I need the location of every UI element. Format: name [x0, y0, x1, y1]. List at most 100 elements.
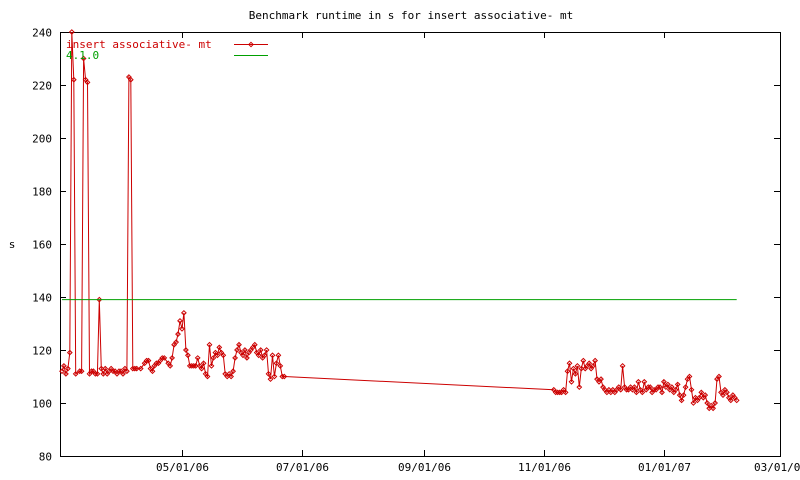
- data-point: [733, 397, 740, 404]
- data-point: [723, 389, 730, 396]
- data-point: [72, 370, 79, 377]
- data-point: [672, 386, 679, 393]
- data-point: [554, 389, 561, 396]
- data-point: [281, 373, 288, 380]
- x-tick-label: 03/01/07: [754, 461, 800, 474]
- data-point: [116, 368, 122, 375]
- data-point: [173, 339, 180, 346]
- axis-ticks: 80 100 120 140 160 180 200 220 240 05/01/06 07/01/…: [32, 27, 800, 475]
- data-point: [186, 362, 193, 369]
- legend-label: 4.1.0: [66, 49, 99, 62]
- data-point: [184, 352, 191, 359]
- data-point: [145, 357, 152, 364]
- data-point: [267, 376, 274, 383]
- data-point: [216, 344, 223, 351]
- x-tick-label: 07/01/06: [276, 461, 329, 474]
- data-point: [153, 360, 160, 367]
- data-point: [619, 362, 626, 369]
- data-point: [175, 331, 181, 338]
- data-point: [177, 317, 183, 324]
- data-point: [590, 362, 597, 369]
- data-point: [257, 347, 264, 353]
- legend: insert associative- mt4.1.0: [66, 38, 268, 62]
- data-point: [716, 373, 722, 380]
- data-point: [702, 392, 709, 399]
- data-point: [598, 376, 604, 383]
- y-tick-label: 120: [32, 345, 52, 358]
- data-point: [592, 357, 599, 364]
- data-point: [100, 370, 107, 377]
- data-point: [277, 362, 284, 369]
- data-point: [552, 389, 559, 396]
- data-point: [576, 384, 583, 391]
- data-point: [570, 365, 577, 372]
- data-point: [659, 389, 665, 396]
- data-point: [668, 384, 675, 391]
- data-point: [149, 368, 156, 375]
- data-point: [251, 341, 258, 348]
- data-point: [273, 360, 280, 367]
- y-tick-label: 160: [32, 239, 52, 252]
- data-point: [180, 309, 187, 316]
- x-tick-label: 05/01/06: [156, 461, 209, 474]
- data-point: [690, 400, 697, 406]
- data-point: [279, 373, 286, 380]
- data-point: [143, 357, 150, 364]
- data-point: [564, 368, 571, 375]
- data-point: [127, 76, 134, 83]
- data-point: [265, 370, 272, 377]
- data-point: [674, 381, 681, 388]
- data-point: [657, 384, 663, 391]
- data-point: [645, 384, 652, 391]
- data-point: [660, 378, 667, 385]
- data-point: [94, 370, 101, 377]
- data-point: [62, 370, 69, 377]
- series-line: [61, 31, 738, 410]
- data-point: [179, 325, 185, 332]
- data-point: [682, 384, 689, 391]
- data-point: [639, 389, 646, 396]
- data-point: [574, 362, 581, 369]
- data-point: [78, 368, 85, 375]
- data-point: [84, 79, 91, 86]
- data-point: [696, 394, 703, 401]
- data-point: [159, 355, 166, 361]
- data-point: [678, 397, 685, 404]
- y-tick-label: 80: [39, 451, 52, 464]
- data-point: [556, 389, 563, 396]
- data-point: [96, 296, 103, 303]
- data-point: [586, 360, 593, 367]
- data-point: [572, 370, 579, 377]
- data-point: [243, 355, 250, 361]
- data-point: [269, 352, 276, 359]
- data-point: [133, 365, 140, 372]
- data-point: [232, 355, 239, 361]
- data-point: [635, 378, 642, 385]
- data-point: [631, 384, 638, 391]
- data-point: [680, 392, 687, 399]
- data-point: [676, 392, 683, 399]
- data-point: [240, 352, 246, 359]
- data-point: [230, 368, 237, 375]
- data-point: [686, 373, 693, 380]
- data-point: [192, 362, 199, 369]
- data-point: [120, 370, 126, 377]
- data-point: [720, 392, 726, 399]
- data-point: [710, 405, 717, 412]
- data-point: [651, 386, 658, 393]
- data-point: [167, 362, 174, 369]
- x-tick-label: 11/01/06: [518, 461, 571, 474]
- y-axis-label: s: [9, 238, 16, 251]
- data-point: [92, 370, 99, 377]
- data-point: [110, 368, 117, 375]
- y-tick-label: 140: [32, 292, 52, 305]
- data-point: [80, 55, 87, 62]
- data-point: [263, 347, 270, 353]
- x-tick-label: 01/01/07: [638, 461, 691, 474]
- legend-marker: [248, 41, 254, 48]
- data-point: [228, 373, 235, 380]
- data-point: [98, 365, 105, 372]
- data-point: [562, 389, 569, 396]
- data-point: [712, 400, 719, 406]
